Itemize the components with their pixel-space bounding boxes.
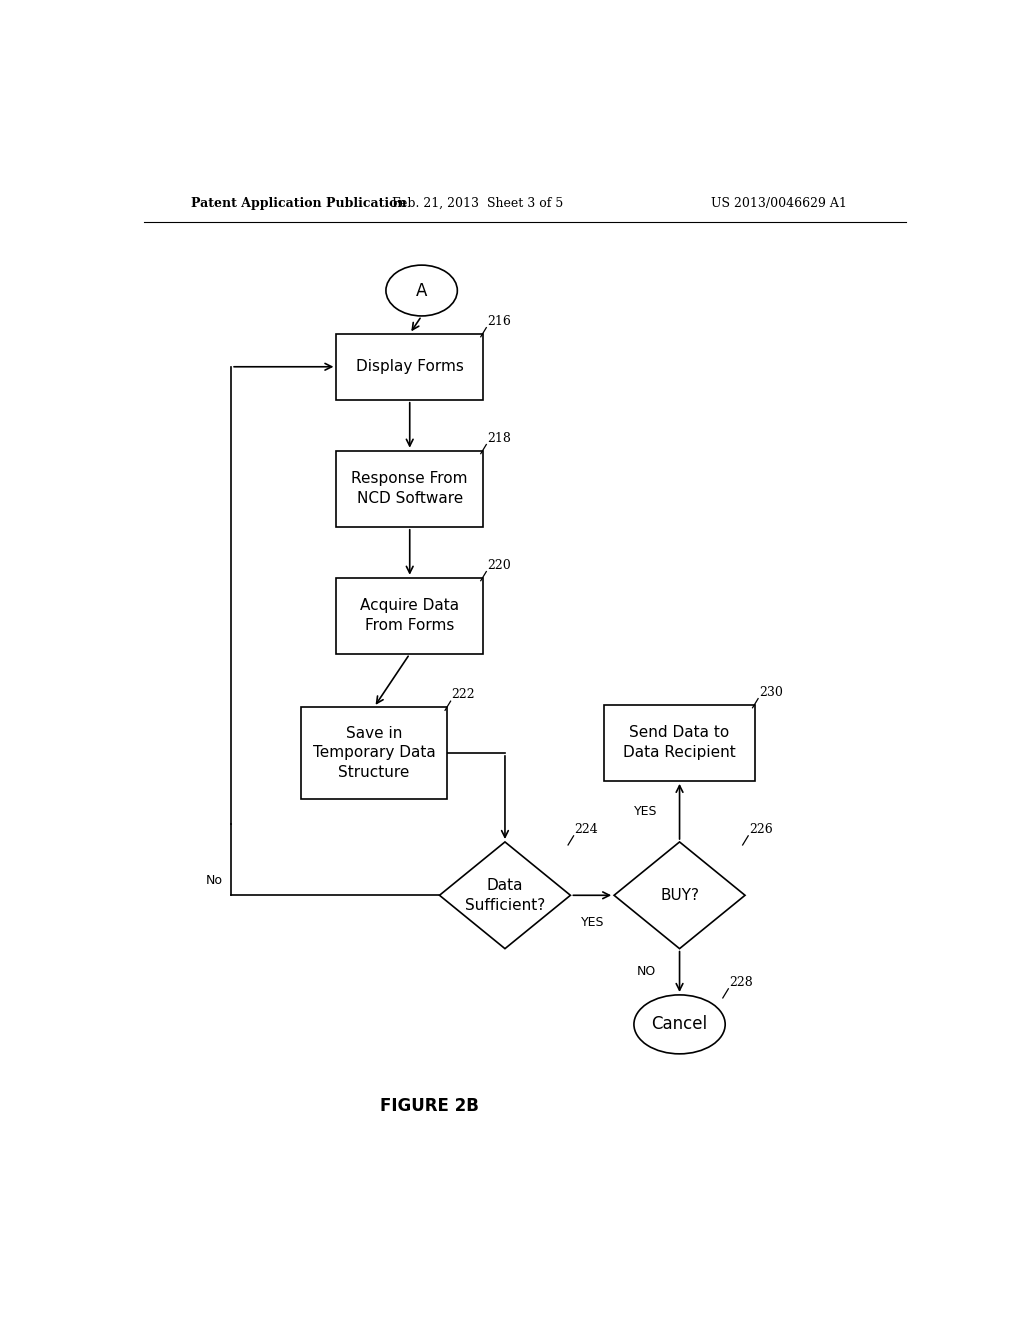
Text: No: No (206, 874, 223, 887)
Ellipse shape (386, 265, 458, 315)
Text: A: A (416, 281, 427, 300)
Text: Display Forms: Display Forms (355, 359, 464, 375)
Polygon shape (439, 842, 570, 949)
Text: 216: 216 (487, 314, 511, 327)
Text: 230: 230 (759, 685, 782, 698)
Text: BUY?: BUY? (660, 888, 699, 903)
Text: 222: 222 (452, 688, 475, 701)
Polygon shape (614, 842, 745, 949)
Text: Response From
NCD Software: Response From NCD Software (351, 471, 468, 506)
Text: Cancel: Cancel (651, 1015, 708, 1034)
Text: Save in
Temporary Data
Structure: Save in Temporary Data Structure (312, 726, 435, 780)
Text: US 2013/0046629 A1: US 2013/0046629 A1 (711, 197, 847, 210)
Text: YES: YES (581, 916, 604, 928)
Text: Patent Application Publication: Patent Application Publication (191, 197, 407, 210)
Text: NO: NO (637, 965, 655, 978)
Text: 220: 220 (487, 558, 511, 572)
Text: FIGURE 2B: FIGURE 2B (380, 1097, 479, 1114)
Bar (301, 708, 447, 799)
Text: Send Data to
Data Recipient: Send Data to Data Recipient (624, 726, 736, 760)
Bar (336, 334, 483, 400)
Text: 218: 218 (487, 432, 511, 445)
Text: YES: YES (634, 805, 657, 818)
Bar (336, 450, 483, 527)
Text: Acquire Data
From Forms: Acquire Data From Forms (360, 598, 460, 634)
Bar (336, 578, 483, 653)
Bar (604, 705, 755, 781)
Text: 226: 226 (749, 822, 773, 836)
Text: 228: 228 (729, 975, 753, 989)
Text: 224: 224 (574, 822, 598, 836)
Ellipse shape (634, 995, 725, 1053)
Text: Data
Sufficient?: Data Sufficient? (465, 878, 545, 912)
Text: Feb. 21, 2013  Sheet 3 of 5: Feb. 21, 2013 Sheet 3 of 5 (391, 197, 563, 210)
